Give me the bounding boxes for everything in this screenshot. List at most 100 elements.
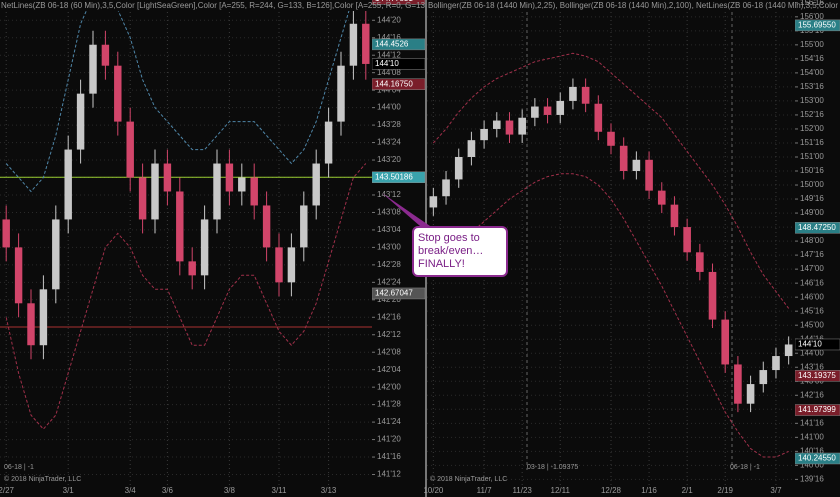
candle-body	[759, 370, 768, 385]
candle-body	[275, 247, 283, 283]
candle-body	[721, 319, 730, 365]
y-tick-label: 141'28	[377, 400, 401, 409]
y-tick-label: 142'20	[377, 295, 401, 304]
price-marker-label: 144.4526	[375, 39, 409, 48]
x-tick-label: 3/11	[272, 486, 288, 495]
y-tick-label: 143'08	[377, 208, 401, 217]
y-tick-label: 142'04	[377, 365, 401, 374]
band-line	[5, 0, 353, 193]
candle-body	[531, 106, 539, 118]
price-marker-label: 144.16750	[375, 79, 413, 88]
candle-body	[126, 121, 134, 178]
y-tick-label: 143'12	[377, 190, 401, 199]
candle-body	[225, 163, 234, 192]
y-tick-label: 143'24	[377, 138, 401, 147]
candle-body	[746, 384, 755, 404]
y-tick-label: 141'16	[377, 452, 401, 461]
y-tick-label: 144'08	[377, 68, 401, 77]
y-tick-label: 140'16	[800, 446, 824, 455]
y-tick-label: 141'16	[800, 418, 824, 427]
footer-note: 06-18 | -1	[4, 464, 34, 471]
y-tick-label: 151'16	[800, 138, 824, 147]
y-tick-label: 152'00	[800, 124, 824, 133]
candle-body	[607, 131, 615, 146]
price-marker	[795, 222, 840, 234]
x-tick-label: 3/7	[770, 486, 782, 495]
price-marker-label: 148.47250	[798, 223, 836, 232]
candle-body	[151, 163, 159, 220]
price-axis: 139'16140'00140'16141'00141'16142'00142'…	[795, 0, 840, 484]
chart-title: Bollinger(ZB 06-18 (1440 Min),2,25), Bol…	[428, 1, 838, 10]
y-tick-label: 145'16	[800, 306, 824, 315]
y-tick-label: 149'00	[800, 208, 824, 217]
price-marker-label: 143.50186	[375, 172, 413, 181]
x-tick-label: 3/8	[224, 486, 236, 495]
y-tick-label: 153'00	[800, 96, 824, 105]
price-marker-label: 155.69550	[798, 20, 836, 29]
candle-body	[200, 219, 209, 276]
x-tick-label: 3/13	[321, 486, 337, 495]
callout-line: FINALLY!	[418, 258, 465, 270]
y-tick-label: 151'00	[800, 152, 824, 161]
candle-body	[39, 289, 48, 346]
price-marker	[372, 38, 425, 51]
y-tick-label: 156'00	[800, 12, 824, 21]
x-tick-label: 10/20	[423, 486, 444, 495]
callout: Stop goes to break/even… FINALLY!	[412, 226, 508, 277]
candle-body	[670, 204, 679, 228]
x-tick-label: 3/6	[162, 486, 174, 495]
candle-body	[163, 163, 172, 192]
candle-body	[349, 23, 358, 66]
candle-body	[2, 219, 10, 248]
candle-body	[52, 219, 60, 290]
candle-body	[114, 65, 122, 122]
candle-body	[101, 44, 110, 66]
y-tick-label: 148'00	[800, 236, 824, 245]
price-marker	[372, 171, 425, 183]
candle-body	[64, 149, 72, 220]
footer-note: 03-18 | -1.09375	[527, 464, 578, 471]
candle-body	[772, 356, 780, 371]
y-tick-label: 144'20	[377, 15, 401, 24]
y-tick-label: 143'16	[800, 362, 824, 371]
x-tick-label: 2/1	[682, 486, 694, 495]
y-tick-label: 142'16	[377, 312, 401, 321]
candle-body	[480, 128, 488, 141]
y-tick-label: 143'00	[377, 243, 401, 252]
y-tick-label: 156'16	[800, 0, 824, 7]
candle-body	[138, 177, 147, 220]
y-tick-label: 145'00	[800, 320, 824, 329]
candle-body	[556, 100, 565, 115]
y-tick-label: 143'04	[377, 225, 401, 234]
candle-body	[454, 156, 463, 180]
arrow	[382, 193, 430, 226]
title-bg	[0, 0, 372, 11]
y-tick-label: 147'16	[800, 250, 824, 259]
candle-body	[784, 344, 793, 357]
x-tick-label: 12/28	[601, 486, 622, 495]
candle-body	[213, 163, 221, 220]
candle-body	[696, 252, 704, 272]
y-tick-label: 153'16	[800, 82, 824, 91]
price-marker	[795, 19, 840, 32]
candle-body	[324, 121, 333, 164]
y-tick-label: 142'00	[377, 382, 401, 391]
footer-note: © 2018 NinjaTrader, LLC	[430, 475, 507, 483]
footer-note: 06-18 | -1	[730, 464, 760, 471]
y-tick-label: 143'20	[377, 155, 401, 164]
candle-body	[14, 247, 23, 304]
price-marker	[795, 338, 840, 351]
candle-body	[262, 205, 271, 248]
title-bg	[427, 0, 795, 11]
candle-body	[594, 103, 603, 132]
band-line	[432, 52, 790, 309]
footer-note: © 2018 NinjaTrader, LLC	[4, 475, 81, 483]
candle-body	[287, 247, 296, 283]
y-tick-label: 155'00	[800, 40, 824, 49]
y-tick-label: 149'16	[800, 194, 824, 203]
y-tick-label: 141'20	[377, 435, 401, 444]
price-marker	[795, 370, 840, 382]
candle-body	[619, 145, 628, 172]
candle-body	[188, 261, 196, 276]
candle-body	[176, 191, 184, 262]
